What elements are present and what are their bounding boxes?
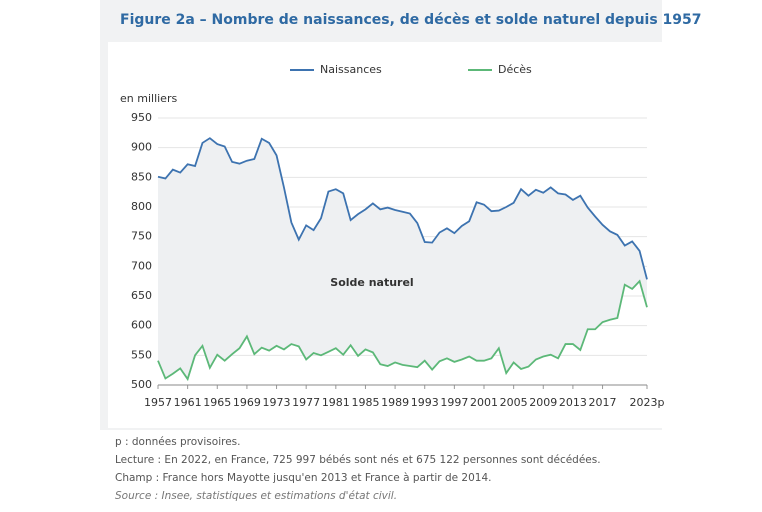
y-unit: en milliers [120, 92, 177, 105]
chart-title: Figure 2a – Nombre de naissances, de déc… [120, 12, 702, 28]
note: p : données provisoires. [115, 436, 240, 448]
x-tick-label: 1981 [322, 396, 350, 409]
x-tick-label: 1989 [381, 396, 409, 409]
y-tick-label: 800 [131, 200, 152, 213]
notes: p : données provisoires. Lecture : En 202… [115, 436, 601, 502]
x-tick-label: 1993 [411, 396, 439, 409]
x-tick-label: 1961 [174, 396, 202, 409]
y-tick-label: 550 [131, 348, 152, 361]
y-tick-label: 650 [131, 289, 152, 302]
x-tick-label: 2009 [529, 396, 557, 409]
x-tick-label: 2017 [589, 396, 617, 409]
note: Source : Insee, statistiques et estimati… [115, 490, 397, 502]
x-tick-label: 1997 [440, 396, 468, 409]
x-tick-label: 1985 [351, 396, 379, 409]
annotation: Solde naturel [330, 276, 413, 289]
x-tick-label: 2013 [559, 396, 587, 409]
note: Champ : France hors Mayotte jusqu'en 201… [115, 472, 491, 484]
x-tick-label: 1977 [292, 396, 320, 409]
legend-label: Naissances [320, 63, 382, 76]
y-tick-label: 850 [131, 170, 152, 183]
y-tick-label: 600 [131, 319, 152, 332]
note: Lecture : En 2022, en France, 725 997 bé… [115, 454, 601, 466]
series-line [157, 279, 648, 382]
legend-label: Décès [498, 63, 532, 76]
x-tick-label: 1957 [144, 396, 172, 409]
y-tick-label: 900 [131, 141, 152, 154]
x-tick-label: 1965 [203, 396, 231, 409]
x-tick-label: 1969 [233, 396, 261, 409]
x-tick-label: 2005 [500, 396, 528, 409]
y-tick-label: 950 [131, 111, 152, 124]
x-tick-label: 2001 [470, 396, 498, 409]
x-tick-label: 2023p [630, 396, 665, 409]
y-tick-label: 750 [131, 230, 152, 243]
series-line [157, 137, 648, 280]
x-tick-label: 1973 [263, 396, 291, 409]
solde-area [158, 138, 647, 380]
y-tick-label: 500 [131, 378, 152, 391]
y-tick-label: 700 [131, 259, 152, 272]
